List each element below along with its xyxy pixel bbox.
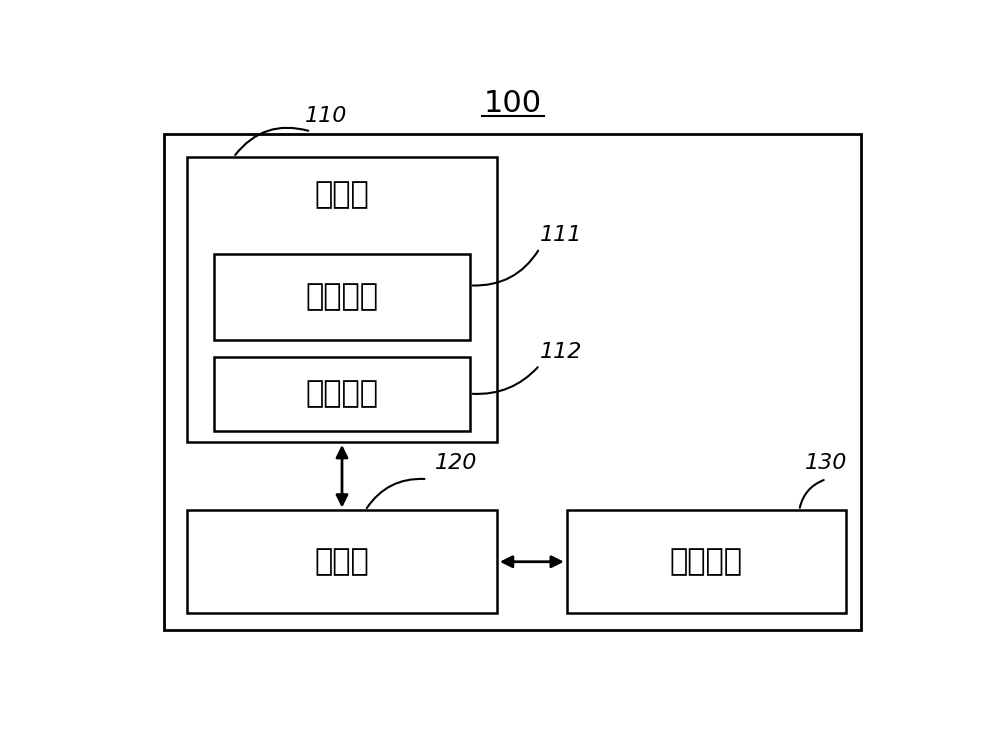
Text: 120: 120	[435, 454, 477, 474]
Text: 130: 130	[805, 454, 848, 474]
Text: 处理器: 处理器	[315, 548, 369, 576]
Bar	[567, 511, 846, 613]
Bar	[164, 135, 861, 630]
Bar	[187, 157, 497, 442]
Text: 100: 100	[483, 89, 542, 118]
Bar	[187, 511, 497, 613]
Text: 112: 112	[540, 343, 582, 363]
Text: 111: 111	[540, 226, 582, 246]
Bar	[214, 357, 470, 431]
Text: 网络模块: 网络模块	[670, 548, 743, 576]
Text: 110: 110	[305, 106, 348, 126]
Text: 操作系统: 操作系统	[306, 282, 378, 312]
Text: 存储器: 存储器	[315, 180, 369, 209]
Bar	[214, 254, 470, 340]
Text: 服务模块: 服务模块	[306, 379, 378, 408]
